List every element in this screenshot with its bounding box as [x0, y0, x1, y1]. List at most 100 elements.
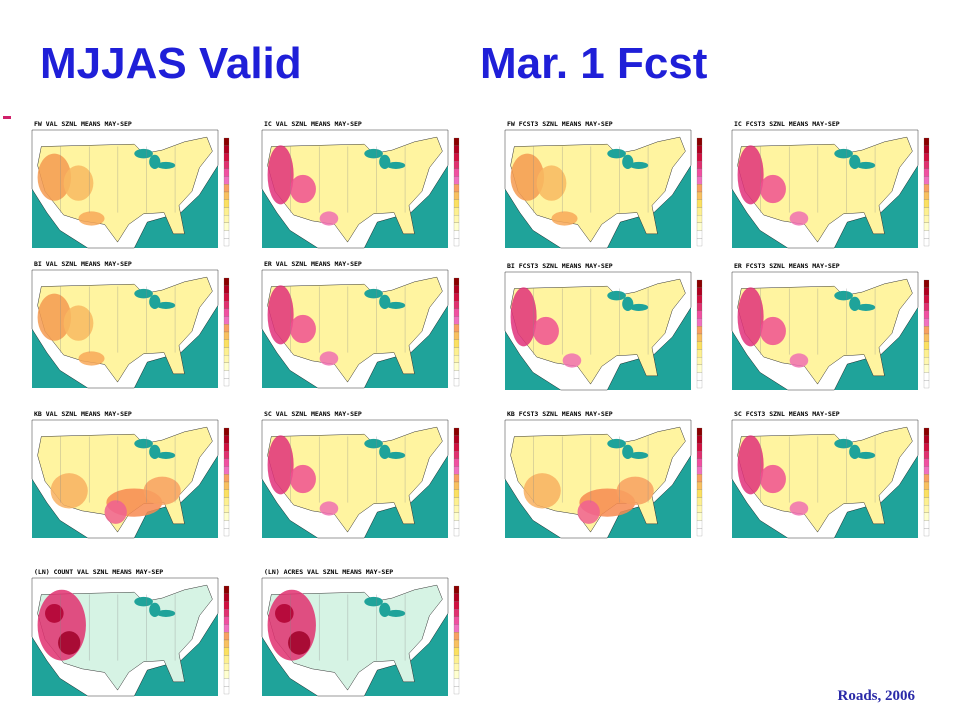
- colorbar-swatch: [923, 191, 930, 200]
- colorbar-swatch: [453, 474, 460, 483]
- great-lake: [834, 148, 853, 159]
- colorbar-swatch: [223, 347, 230, 356]
- colorbar-swatch: [923, 318, 930, 327]
- colorbar-swatch: [453, 184, 460, 193]
- hot-region: [759, 174, 786, 204]
- colorbar-swatch: [696, 215, 703, 223]
- great-lake: [386, 301, 406, 309]
- colorbar-swatch: [696, 318, 703, 327]
- colorbar-swatch: [453, 145, 460, 154]
- colorbar-swatch: [923, 458, 930, 467]
- colorbar-swatch: [223, 520, 230, 529]
- colorbar-swatch: [223, 191, 230, 200]
- colorbar-swatch: [923, 207, 930, 216]
- colorbar-swatch: [923, 310, 930, 319]
- hot-region: [37, 153, 72, 201]
- colorbar-swatch: [223, 609, 230, 617]
- colorbar-swatch: [696, 520, 703, 529]
- colorbar-swatch: [923, 137, 930, 146]
- colorbar-swatch: [223, 153, 230, 162]
- colorbar-swatch: [453, 655, 460, 664]
- colorbar-swatch: [223, 285, 230, 294]
- great-lake: [834, 290, 853, 301]
- colorbar-swatch: [453, 285, 460, 294]
- colorbar-swatch: [696, 145, 703, 154]
- colorbar-swatch: [453, 585, 460, 594]
- map-panel: FW VAL SZNL MEANS MAY-SEP: [31, 120, 230, 249]
- colorbar-swatch: [923, 326, 930, 335]
- great-lake: [607, 438, 626, 449]
- colorbar-swatch: [223, 339, 230, 348]
- panel-title: SC FCST3 SZNL MEANS MAY-SEP: [734, 410, 840, 418]
- panel-title: BI VAL SZNL MEANS MAY-SEP: [34, 260, 132, 268]
- great-lake: [156, 301, 176, 309]
- hot-region: [759, 464, 786, 494]
- hot-region: [532, 316, 559, 346]
- colorbar-swatch: [923, 215, 930, 223]
- map-panel: IC VAL SZNL MEANS MAY-SEP: [261, 120, 460, 249]
- colorbar-swatch: [923, 443, 930, 452]
- colorbar-swatch: [923, 287, 930, 296]
- colorbar-swatch: [696, 380, 703, 389]
- colorbar-swatch: [696, 161, 703, 169]
- colorbar-swatch: [923, 357, 930, 365]
- great-lake: [386, 451, 406, 459]
- colorbar-swatch: [223, 489, 230, 498]
- colorbar-swatch: [923, 341, 930, 350]
- colorbar-swatch: [223, 624, 230, 633]
- colorbar-swatch: [696, 481, 703, 490]
- colorbar-swatch: [696, 303, 703, 311]
- hot-region: [319, 501, 339, 516]
- colorbar-swatch: [223, 647, 230, 656]
- colorbar-swatch: [223, 528, 230, 537]
- colorbar-swatch: [453, 277, 460, 286]
- colorbar-swatch: [223, 632, 230, 641]
- colorbar-swatch: [923, 489, 930, 498]
- map-panel: IC FCST3 SZNL MEANS MAY-SEP: [731, 120, 930, 249]
- colorbar-swatch: [453, 593, 460, 602]
- great-lake: [629, 303, 649, 311]
- colorbar-swatch: [223, 370, 230, 379]
- colorbar-swatch: [696, 137, 703, 146]
- colorbar-swatch: [696, 497, 703, 506]
- hot-region: [737, 435, 764, 495]
- colorbar-swatch: [223, 655, 230, 664]
- colorbar-swatch: [223, 639, 230, 648]
- colorbar-swatch: [223, 215, 230, 223]
- colorbar-swatch: [453, 215, 460, 223]
- right-title: Mar. 1 Fcst: [480, 39, 708, 88]
- colorbar-swatch: [453, 505, 460, 513]
- colorbar-swatch: [923, 372, 930, 381]
- colorbar-swatch: [923, 427, 930, 436]
- colorbar-swatch: [923, 520, 930, 529]
- colorbar-swatch: [453, 624, 460, 633]
- colorbar-swatch: [923, 184, 930, 193]
- colorbar-swatch: [696, 458, 703, 467]
- colorbar-swatch: [453, 528, 460, 537]
- panel-title: (LN) ACRES VAL SZNL MEANS MAY-SEP: [264, 568, 393, 576]
- colorbar-swatch: [223, 238, 230, 247]
- colorbar-swatch: [453, 458, 460, 467]
- map-panel: SC FCST3 SZNL MEANS MAY-SEP: [731, 410, 930, 539]
- colorbar-swatch: [453, 191, 460, 200]
- colorbar-swatch: [453, 176, 460, 185]
- colorbar-swatch: [696, 295, 703, 304]
- colorbar-swatch: [453, 639, 460, 648]
- colorbar-swatch: [923, 497, 930, 506]
- colorbar-swatch: [453, 308, 460, 317]
- colorbar-swatch: [696, 528, 703, 537]
- great-lake: [134, 288, 153, 299]
- colorbar-swatch: [453, 222, 460, 231]
- colorbar-swatch: [453, 137, 460, 146]
- colorbar-swatch: [223, 481, 230, 490]
- footer: Roads, 2006: [837, 688, 915, 704]
- great-lake: [607, 148, 626, 159]
- colorbar-swatch: [223, 168, 230, 177]
- colorbar-swatch: [923, 145, 930, 154]
- colorbar-swatch: [696, 466, 703, 475]
- hot-region: [577, 500, 600, 524]
- map-panel: FW FCST3 SZNL MEANS MAY-SEP: [504, 120, 703, 249]
- map-panel: (LN) COUNT VAL SZNL MEANS MAY-SEP: [31, 568, 230, 697]
- great-lake: [386, 609, 406, 617]
- colorbar-swatch: [696, 168, 703, 177]
